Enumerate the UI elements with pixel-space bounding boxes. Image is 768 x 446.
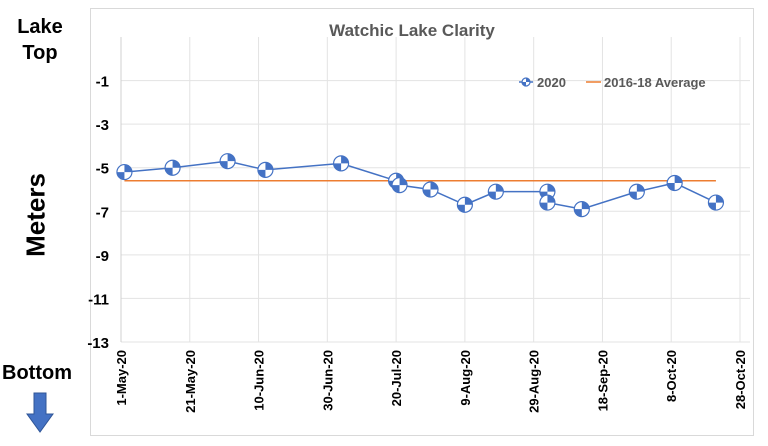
data-point-2020 xyxy=(116,163,133,181)
y-tick-label: -11 xyxy=(88,291,109,308)
x-tick-label: 28-Oct-20 xyxy=(733,350,748,409)
x-tick-label: 1-May-20 xyxy=(114,350,129,406)
lake-top-label: Lake Top xyxy=(17,16,63,64)
chart-title: Watchic Lake Clarity xyxy=(329,21,495,40)
data-point-2020 xyxy=(422,181,439,198)
data-point-2020 xyxy=(573,201,590,218)
data-point-2020 xyxy=(332,155,350,172)
arrow-down-icon xyxy=(26,392,54,433)
y-tick-label: -13 xyxy=(87,335,109,352)
x-tick-label: 29-Aug-20 xyxy=(527,350,542,413)
data-point-2020 xyxy=(666,174,683,192)
data-point-2020 xyxy=(257,161,274,178)
y-tick-label: -9 xyxy=(96,248,109,265)
x-tick-label: 21-May-20 xyxy=(183,350,198,413)
legend-label-2020: 2020 xyxy=(537,75,566,90)
data-point-2020 xyxy=(487,183,504,200)
data-point-2020 xyxy=(219,153,236,170)
series-line-2020 xyxy=(124,160,717,210)
y-tick-label: -1 xyxy=(96,74,109,91)
data-point-2020 xyxy=(539,194,556,211)
data-point-2020 xyxy=(164,159,181,176)
x-tick-label: 30-Jun-20 xyxy=(320,350,335,411)
data-point-2020 xyxy=(628,183,645,200)
legend-label-average: 2016-18 Average xyxy=(604,75,706,90)
x-tick-label: 18-Sep-20 xyxy=(595,350,610,411)
legend-marker-2020 xyxy=(521,77,531,87)
x-tick-label: 10-Jun-20 xyxy=(252,350,267,411)
x-tick-label: 8-Oct-20 xyxy=(664,350,679,402)
chart-frame xyxy=(90,8,754,436)
data-point-2020 xyxy=(391,177,408,194)
data-point-2020 xyxy=(456,196,473,213)
bottom-label: Bottom xyxy=(2,362,72,384)
y-tick-label: -3 xyxy=(96,117,109,134)
x-tick-label: 20-Jul-20 xyxy=(389,350,404,406)
data-point-2020 xyxy=(707,194,725,211)
x-tick-label: 9-Aug-20 xyxy=(458,350,473,406)
y-tick-label: -7 xyxy=(96,204,109,221)
y-tick-label: -5 xyxy=(96,161,109,178)
